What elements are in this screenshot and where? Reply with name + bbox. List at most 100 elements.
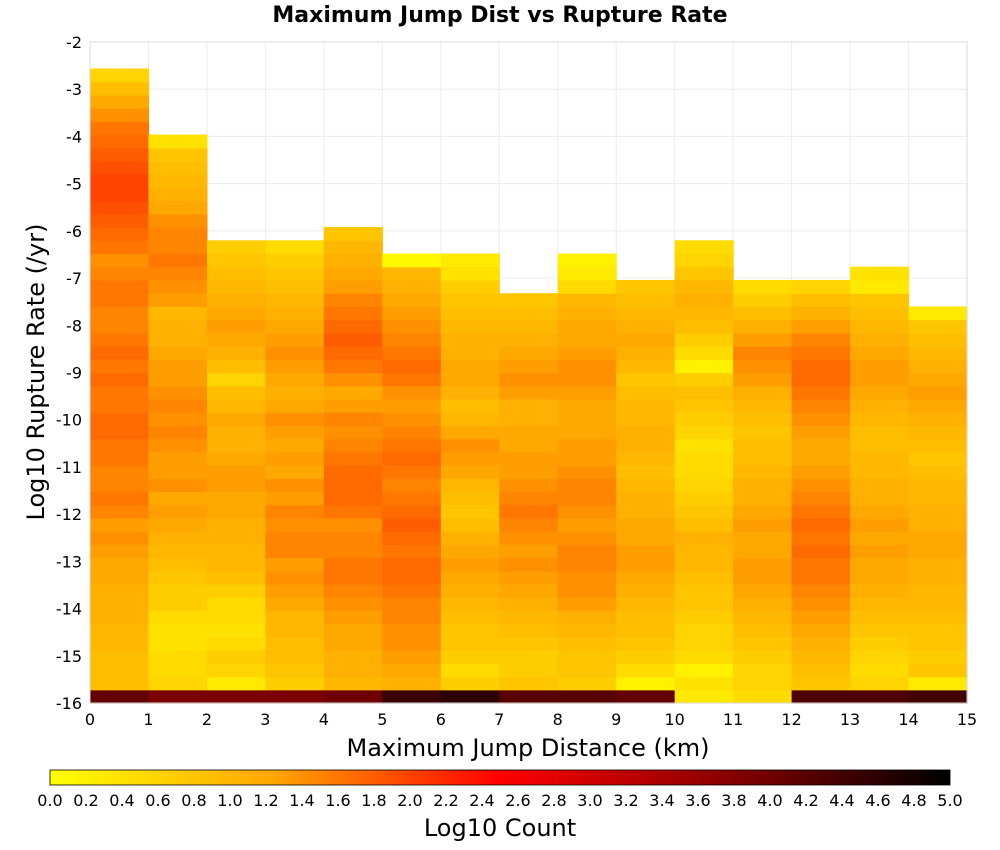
- heatmap-cell: [557, 451, 617, 466]
- heatmap-cell: [499, 372, 559, 387]
- heatmap-cell: [616, 570, 676, 585]
- heatmap-cell: [148, 465, 208, 479]
- chart-title: Maximum Jump Dist vs Rupture Rate: [272, 3, 727, 28]
- heatmap-cell: [323, 570, 383, 585]
- heatmap-cell: [850, 491, 910, 506]
- heatmap-cell: [499, 650, 559, 664]
- heatmap-cell: [323, 531, 383, 545]
- heatmap-cell: [733, 359, 793, 374]
- heatmap-cell: [791, 398, 851, 413]
- heatmap-cell: [557, 279, 617, 294]
- y-tick-label: -11: [56, 458, 82, 477]
- heatmap-cell: [616, 478, 676, 493]
- y-tick-label: -2: [66, 33, 82, 52]
- heatmap-cell: [616, 319, 676, 334]
- heatmap-cell: [499, 425, 559, 440]
- heatmap-cell: [908, 398, 968, 413]
- heatmap-cell: [499, 451, 559, 466]
- heatmap-cell: [557, 517, 617, 532]
- heatmap-cell: [323, 438, 383, 453]
- heatmap-cell: [850, 504, 910, 519]
- heatmap-cell: [616, 650, 676, 664]
- colorbar-tick-label: 1.0: [217, 791, 242, 810]
- heatmap-cell: [90, 689, 150, 704]
- heatmap-cell: [382, 491, 442, 506]
- heatmap-cell: [206, 438, 266, 453]
- heatmap-cell: [557, 531, 617, 545]
- heatmap-cell: [850, 597, 910, 612]
- heatmap-cell: [674, 570, 734, 585]
- heatmap-cell: [616, 676, 676, 691]
- heatmap-cell: [323, 372, 383, 387]
- heatmap-cell: [265, 570, 325, 585]
- heatmap-cell: [616, 438, 676, 453]
- heatmap-cell: [206, 650, 266, 664]
- heatmap-cell: [265, 557, 325, 572]
- heatmap-cell: [499, 663, 559, 678]
- x-tick-label: 3: [260, 710, 270, 729]
- heatmap-cell: [90, 517, 150, 532]
- heatmap-cell: [90, 451, 150, 466]
- heatmap-cell: [148, 451, 208, 466]
- heatmap-cell: [265, 491, 325, 506]
- heatmap-cell: [90, 108, 150, 122]
- heatmap-cell: [908, 385, 968, 400]
- heatmap-cell: [90, 676, 150, 691]
- heatmap-cell: [90, 610, 150, 625]
- heatmap-cell: [90, 663, 150, 678]
- heatmap-cell: [733, 636, 793, 651]
- heatmap-cell: [674, 253, 734, 268]
- heatmap-cell: [674, 319, 734, 334]
- heatmap-cell: [323, 557, 383, 572]
- heatmap-cell: [90, 134, 150, 149]
- heatmap-cell: [791, 359, 851, 374]
- heatmap-cell: [674, 544, 734, 559]
- colorbar-tick-label: 2.8: [541, 791, 566, 810]
- heatmap-cell: [382, 650, 442, 664]
- heatmap-cell: [850, 465, 910, 479]
- heatmap-cell: [850, 517, 910, 532]
- heatmap-cell: [791, 465, 851, 479]
- heatmap-cell: [148, 425, 208, 440]
- heatmap-cell: [382, 610, 442, 625]
- heatmap-cell: [148, 636, 208, 651]
- heatmap-cell: [499, 676, 559, 691]
- heatmap-cell: [908, 412, 968, 426]
- heatmap-cell: [499, 531, 559, 545]
- heatmap-cell: [499, 491, 559, 506]
- heatmap-cell: [733, 570, 793, 585]
- heatmap-cell: [382, 636, 442, 651]
- heatmap-cell: [908, 504, 968, 519]
- colorbar-ticks: 0.0 0.2 0.4 0.6 0.8 1.0 1.2 1.4 1.6 1.8 2.0 2.2 2.4 2…: [37, 791, 962, 810]
- x-tick-label: 0: [85, 710, 95, 729]
- heatmap-cell: [791, 623, 851, 638]
- heatmap-cell: [323, 544, 383, 559]
- heatmap-cell: [90, 213, 150, 228]
- heatmap-cell: [616, 636, 676, 651]
- heatmap-cell: [791, 504, 851, 519]
- heatmap-cell: [382, 425, 442, 440]
- heatmap-cell: [440, 398, 500, 413]
- heatmap-cell: [791, 478, 851, 493]
- heatmap-cell: [90, 636, 150, 651]
- heatmap-cell: [148, 491, 208, 506]
- heatmap-cell: [557, 385, 617, 400]
- heatmap-cell: [90, 279, 150, 294]
- heatmap-cell: [90, 623, 150, 638]
- heatmap-cell: [90, 438, 150, 453]
- heatmap-cell: [206, 332, 266, 347]
- y-tick-label: -14: [56, 600, 82, 619]
- y-tick-label: -10: [56, 411, 82, 430]
- heatmap-cell: [323, 293, 383, 307]
- heatmap-cell: [148, 279, 208, 294]
- x-tick-label: 4: [319, 710, 329, 729]
- heatmap-cell: [791, 332, 851, 347]
- heatmap-cell: [733, 398, 793, 413]
- heatmap-cell: [850, 266, 910, 281]
- heatmap-cell: [440, 570, 500, 585]
- heatmap-cell: [908, 465, 968, 479]
- y-tick-label: -5: [66, 175, 82, 194]
- heatmap-cell: [323, 491, 383, 506]
- heatmap-cell: [265, 531, 325, 545]
- heatmap-cell: [323, 663, 383, 678]
